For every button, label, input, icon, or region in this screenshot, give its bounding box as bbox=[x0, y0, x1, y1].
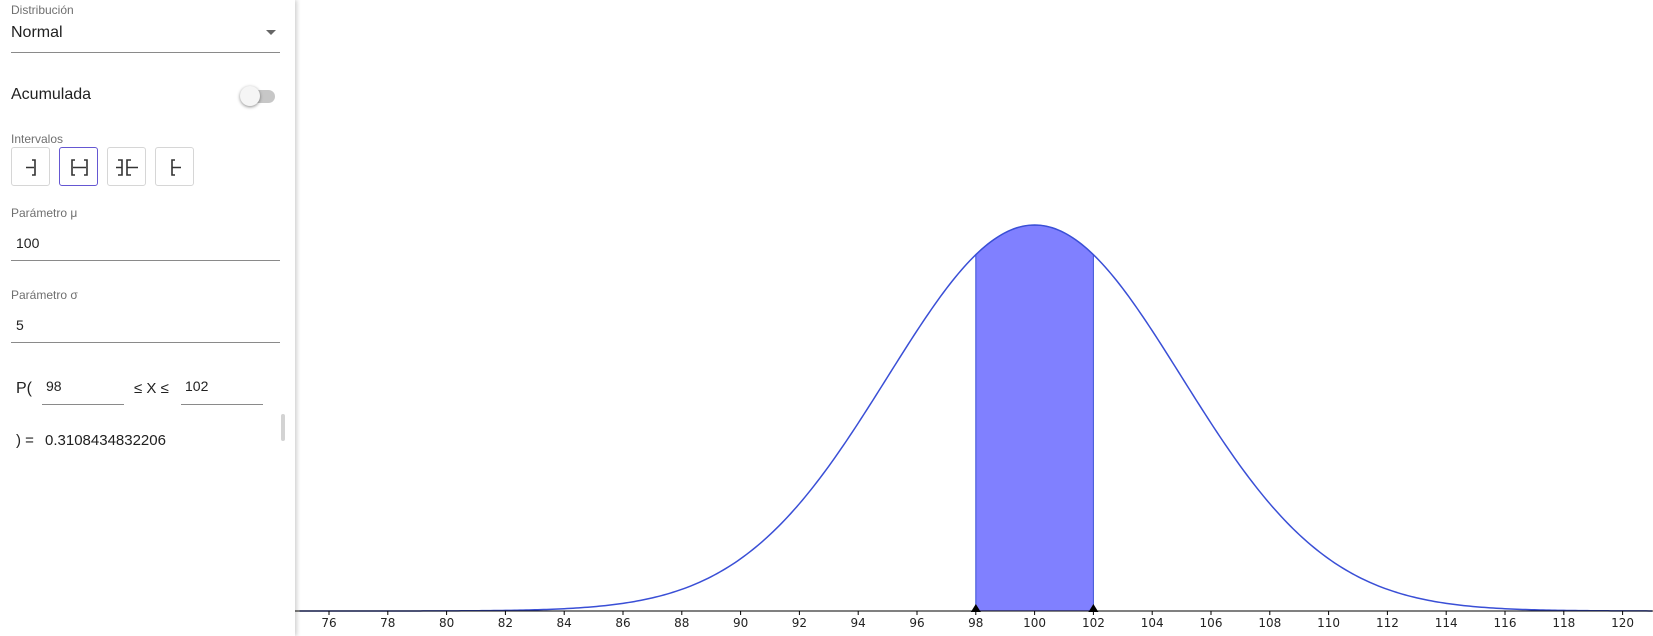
mu-input[interactable]: 100 bbox=[16, 235, 40, 251]
x-tick-label: 86 bbox=[615, 616, 630, 630]
x-tick-label: 106 bbox=[1200, 616, 1223, 630]
probability-prefix: P( bbox=[16, 380, 32, 397]
x-tick-label: 114 bbox=[1435, 616, 1458, 630]
left-interval-icon bbox=[26, 159, 36, 176]
distribution-select[interactable]: Normal bbox=[11, 20, 280, 52]
intervals-label: Intervalos bbox=[11, 132, 64, 146]
result-prefix: ) = bbox=[16, 432, 34, 449]
interval-left-button[interactable] bbox=[11, 147, 50, 186]
interval-bound-marker[interactable] bbox=[1088, 604, 1099, 612]
x-tick-label: 84 bbox=[557, 616, 572, 630]
x-tick-label: 94 bbox=[851, 616, 866, 630]
interval-two-tailed-button[interactable] bbox=[107, 147, 146, 186]
x-tick-label: 120 bbox=[1611, 616, 1634, 630]
cumulative-label: Acumulada bbox=[11, 86, 92, 103]
x-tick-label: 98 bbox=[968, 616, 983, 630]
x-tick-label: 118 bbox=[1552, 616, 1575, 630]
x-tick-label: 90 bbox=[733, 616, 748, 630]
x-tick-label: 82 bbox=[498, 616, 513, 630]
x-tick-label: 96 bbox=[909, 616, 924, 630]
x-tick-label: 80 bbox=[439, 616, 454, 630]
cumulative-toggle[interactable] bbox=[240, 86, 276, 106]
probability-result: 0.3108434832206 bbox=[45, 432, 166, 449]
lower-bound-input[interactable]: 98 bbox=[46, 378, 62, 394]
x-tick-label: 88 bbox=[674, 616, 689, 630]
upper-bound-input[interactable]: 102 bbox=[185, 378, 209, 394]
control-panel: Distribución Normal Acumulada Intervalos… bbox=[0, 0, 295, 636]
mu-label: Parámetro μ bbox=[11, 206, 78, 220]
distribution-label: Distribución bbox=[11, 3, 74, 17]
distribution-plot: 76 78 80 82 84 86 88 90 92 94 96 98 100 102 104 106 108 1… bbox=[295, 224, 1653, 630]
x-tick-label: 104 bbox=[1141, 616, 1164, 630]
x-tick-label: 116 bbox=[1494, 616, 1517, 630]
shaded-area-layer bbox=[975, 224, 1094, 612]
shaded-interval-area bbox=[975, 224, 1094, 612]
density-curve bbox=[299, 224, 1652, 612]
x-tick-label: 92 bbox=[792, 616, 807, 630]
chevron-down-icon bbox=[266, 30, 276, 35]
sigma-input[interactable]: 5 bbox=[16, 317, 24, 333]
x-tick-label: 100 bbox=[1023, 616, 1046, 630]
closed-interval-icon bbox=[71, 159, 88, 176]
interval-right-button[interactable] bbox=[155, 147, 194, 186]
probability-middle: ≤ X ≤ bbox=[134, 380, 169, 397]
x-tick-label: 102 bbox=[1082, 616, 1105, 630]
lower-bound-underline bbox=[42, 404, 124, 405]
right-interval-icon bbox=[171, 159, 181, 176]
x-tick-label: 112 bbox=[1376, 616, 1399, 630]
x-axis-ticks: 76 78 80 82 84 86 88 90 92 94 96 98 100 102 104 106 108 1… bbox=[321, 611, 1634, 630]
interval-two-sided-button[interactable] bbox=[59, 147, 98, 186]
two-tailed-interval-icon bbox=[116, 159, 138, 176]
distribution-value: Normal bbox=[11, 24, 63, 41]
interval-markers bbox=[970, 604, 1099, 612]
sigma-label: Parámetro σ bbox=[11, 288, 78, 302]
x-tick-label: 76 bbox=[321, 616, 336, 630]
interval-bound-marker[interactable] bbox=[970, 604, 981, 612]
x-tick-label: 108 bbox=[1258, 616, 1281, 630]
upper-bound-underline bbox=[181, 404, 263, 405]
mu-underline bbox=[11, 260, 280, 261]
x-tick-label: 78 bbox=[380, 616, 395, 630]
sigma-underline bbox=[11, 342, 280, 343]
scrollbar-handle[interactable] bbox=[281, 414, 285, 441]
x-tick-label: 110 bbox=[1317, 616, 1340, 630]
distribution-underline bbox=[11, 52, 280, 53]
toggle-thumb bbox=[240, 86, 260, 106]
